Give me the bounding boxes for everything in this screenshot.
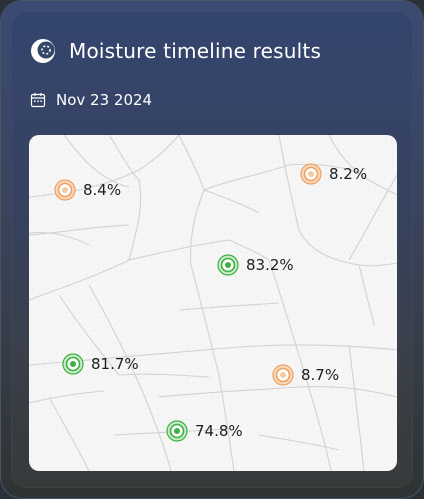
marker-label: 81.7% xyxy=(91,355,139,373)
high-moisture-pin-icon xyxy=(217,254,239,276)
high-moisture-pin-icon xyxy=(166,420,188,442)
marker-label: 74.8% xyxy=(195,422,243,440)
high-moisture-pin-icon xyxy=(62,353,84,375)
marker-label: 8.7% xyxy=(301,366,340,384)
card-title: Moisture timeline results xyxy=(69,39,322,63)
marker-0[interactable]: 8.4% xyxy=(54,179,121,201)
date-text: Nov 23 2024 xyxy=(56,91,153,109)
low-moisture-pin-icon xyxy=(300,163,322,185)
map-view[interactable]: 8.4% 8.2% 83.2% 81.7% xyxy=(29,135,397,471)
marker-1[interactable]: 8.2% xyxy=(300,163,367,185)
marker-4[interactable]: 8.7% xyxy=(272,364,339,386)
crescent-logo-icon xyxy=(31,39,55,63)
marker-label: 8.4% xyxy=(83,181,122,199)
marker-label: 8.2% xyxy=(329,165,368,183)
marker-3[interactable]: 81.7% xyxy=(62,353,139,375)
date-row: Nov 23 2024 xyxy=(30,89,152,111)
card-header: Moisture timeline results xyxy=(29,35,321,67)
low-moisture-pin-icon xyxy=(272,364,294,386)
marker-label: 83.2% xyxy=(246,256,294,274)
road-network xyxy=(29,135,397,471)
low-moisture-pin-icon xyxy=(54,179,76,201)
marker-2[interactable]: 83.2% xyxy=(217,254,294,276)
marker-5[interactable]: 74.8% xyxy=(166,420,243,442)
calendar-icon xyxy=(30,93,46,108)
